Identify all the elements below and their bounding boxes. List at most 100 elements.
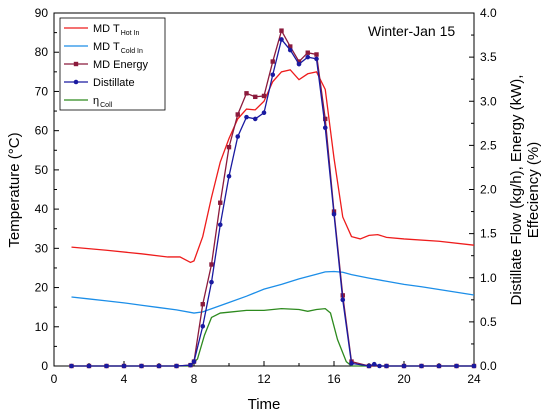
x-tick-label: 4 xyxy=(121,372,128,386)
data-point xyxy=(244,114,249,120)
y-left-tick-label: 0 xyxy=(41,359,48,373)
data-point xyxy=(305,54,311,60)
data-point xyxy=(296,61,302,67)
chart-annotation: Winter-Jan 15 xyxy=(368,23,455,39)
data-point xyxy=(252,116,258,122)
legend-label: Distillate xyxy=(93,77,135,89)
legend-marker xyxy=(73,61,79,67)
data-point xyxy=(287,47,293,53)
x-tick-label: 20 xyxy=(397,372,411,386)
data-point xyxy=(174,363,179,369)
x-axis: 0 4 8 12 16 20 24 xyxy=(51,361,481,386)
legend-label-subscript: Hot In xyxy=(121,30,140,37)
data-point xyxy=(139,363,144,369)
data-point xyxy=(401,363,407,369)
y-right-tick-label: 0.0 xyxy=(480,359,497,373)
data-point xyxy=(323,116,328,122)
data-point xyxy=(261,93,267,99)
series-line xyxy=(71,307,474,367)
series-line xyxy=(71,69,475,264)
legend-label: MD Energy xyxy=(93,59,149,71)
data-point xyxy=(200,302,205,307)
x-tick-label: 8 xyxy=(191,372,198,386)
y-axis-right: 0.0 0.5 1.0 1.5 2.0 2.5 3.0 3.5 4.0 xyxy=(469,6,497,373)
series-line xyxy=(71,270,475,314)
y-right-tick-label: 1.5 xyxy=(480,227,497,241)
data-point xyxy=(188,362,193,368)
y-left-tick-label: 20 xyxy=(35,281,49,295)
data-point xyxy=(340,297,346,303)
data-point xyxy=(156,363,162,369)
data-point xyxy=(244,91,249,96)
y-left-tick-label: 50 xyxy=(35,163,49,177)
data-point xyxy=(377,363,382,369)
y-axis-left-label: Temperature (°C) xyxy=(6,132,23,247)
data-point xyxy=(288,44,293,49)
data-point xyxy=(371,361,377,367)
data-point xyxy=(279,37,284,42)
y-left-tick-label: 70 xyxy=(35,84,49,98)
legend-item: MD Energy xyxy=(64,59,149,71)
data-point xyxy=(296,59,302,64)
data-point xyxy=(314,52,319,57)
series-layer xyxy=(69,28,477,369)
y-right-tick-label: 3.5 xyxy=(480,50,497,64)
series-0 xyxy=(71,69,475,264)
y-left-tick-label: 30 xyxy=(35,241,49,255)
data-point xyxy=(235,112,240,117)
data-point xyxy=(279,28,284,33)
data-point xyxy=(314,56,319,62)
x-tick-label: 0 xyxy=(51,372,58,386)
series-4 xyxy=(71,307,474,367)
data-point xyxy=(366,363,372,369)
data-point xyxy=(209,262,214,267)
data-point xyxy=(104,363,109,369)
data-point xyxy=(218,200,223,205)
y-left-tick-label: 10 xyxy=(35,320,49,334)
data-point xyxy=(200,323,206,329)
data-point xyxy=(86,363,92,369)
data-point xyxy=(419,363,424,369)
y-right-tick-label: 2.5 xyxy=(480,138,497,152)
y-right-tick-label: 4.0 xyxy=(480,6,497,20)
data-point xyxy=(349,361,354,366)
y-right-tick-label: 2.0 xyxy=(480,183,497,197)
data-point xyxy=(121,363,127,369)
y-axis-right-label-line2: Effeciency (%) xyxy=(525,142,542,238)
y-left-tick-label: 80 xyxy=(35,45,49,59)
data-point xyxy=(270,59,275,64)
legend-label-subscript: Cold In xyxy=(121,48,143,55)
data-point xyxy=(217,222,223,228)
data-point xyxy=(261,110,267,116)
y-left-tick-label: 60 xyxy=(35,124,49,138)
data-point xyxy=(384,363,389,369)
data-point xyxy=(305,50,310,55)
data-point xyxy=(226,144,232,150)
data-point xyxy=(209,279,214,285)
data-point xyxy=(69,363,74,369)
legend-item: Distillate xyxy=(64,77,135,89)
x-tick-label: 16 xyxy=(327,372,341,386)
y-axis-left: 0 10 20 30 40 50 60 70 80 90 xyxy=(35,6,59,373)
legend-marker xyxy=(73,79,79,85)
data-point xyxy=(191,359,197,364)
x-tick-label: 12 xyxy=(257,372,271,386)
data-point xyxy=(454,363,459,369)
data-point xyxy=(322,125,328,131)
x-axis-label: Time xyxy=(248,396,281,413)
legend-label-subscript: Coll xyxy=(100,102,113,109)
data-point xyxy=(436,363,442,369)
y-right-tick-label: 3.0 xyxy=(480,94,497,108)
data-point xyxy=(270,72,276,78)
data-point xyxy=(471,363,477,369)
y-left-tick-label: 40 xyxy=(35,202,49,216)
series-1 xyxy=(71,270,475,314)
x-tick-label: 24 xyxy=(467,372,481,386)
data-point xyxy=(331,211,337,217)
y-axis-right-label-line1: Distillate Flow (kg/h), Energy (kW), xyxy=(508,75,525,306)
y-left-tick-label: 90 xyxy=(35,6,49,20)
data-point xyxy=(226,173,232,179)
data-point xyxy=(235,134,241,139)
